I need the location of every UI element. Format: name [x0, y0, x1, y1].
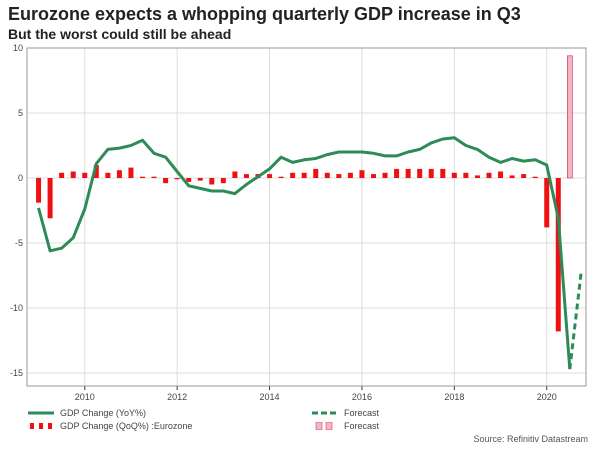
qoq-bar	[232, 171, 238, 178]
qoq-bar	[382, 172, 388, 178]
qoq-bar	[301, 172, 307, 178]
qoq-bar	[47, 178, 53, 219]
qoq-bar	[440, 168, 446, 178]
qoq-bar	[498, 171, 504, 178]
qoq-bar	[370, 174, 376, 178]
qoq-bar	[267, 174, 273, 178]
qoq-bar	[324, 172, 330, 178]
qoq-bar	[186, 178, 192, 182]
qoq-bar	[209, 178, 215, 185]
qoq-bar	[128, 167, 134, 178]
y-tick-label: -10	[10, 303, 23, 313]
qoq-bar	[36, 178, 42, 203]
qoq-bar	[174, 178, 180, 180]
y-tick-label: 10	[13, 43, 23, 53]
y-tick-label: 5	[18, 108, 23, 118]
qoq-bar	[151, 176, 157, 178]
x-tick-label: 2020	[537, 392, 557, 402]
qoq-bar	[220, 178, 226, 184]
qoq-bar	[70, 171, 76, 178]
line-layer	[37, 136, 583, 370]
qoq-bar	[336, 174, 342, 178]
forecast-bar	[567, 55, 573, 179]
grid-layer	[27, 47, 586, 386]
qoq-bar	[486, 172, 492, 178]
x-tick-label: 2016	[352, 392, 372, 402]
qoq-bar	[93, 165, 99, 178]
axis-layer: -15 -10 -5 0 5 10 2010 2012 2014 2016 2018 2020	[10, 43, 587, 402]
qoq-bar	[359, 170, 365, 178]
x-tick-label: 2014	[260, 392, 280, 402]
qoq-bar	[544, 178, 550, 228]
qoq-bar	[197, 178, 203, 181]
chart-subtitle: But the worst could still be ahead	[8, 26, 232, 42]
y-tick-label: -5	[15, 238, 23, 248]
qoq-bar	[555, 178, 561, 332]
qoq-bar	[243, 174, 249, 178]
qoq-bar	[428, 168, 434, 178]
qoq-bar	[521, 174, 527, 178]
qoq-bar	[417, 168, 423, 178]
qoq-bar	[163, 178, 169, 184]
qoq-bar	[105, 172, 111, 178]
qoq-bar	[139, 176, 145, 178]
x-tick-label: 2010	[75, 392, 95, 402]
x-tick-label: 2018	[444, 392, 464, 402]
y-tick-label: 0	[18, 173, 23, 183]
qoq-bar	[405, 168, 411, 178]
y-tick-label: -15	[10, 368, 23, 378]
qoq-bar	[82, 172, 88, 178]
qoq-bar	[451, 172, 457, 178]
plot-frame	[26, 47, 587, 387]
bar-layer	[36, 55, 573, 332]
forecast-line	[568, 270, 583, 370]
qoq-bar	[59, 172, 65, 178]
qoq-bar	[313, 168, 319, 178]
qoq-bar	[116, 170, 122, 178]
qoq-bar	[532, 176, 538, 178]
qoq-bar	[290, 172, 296, 178]
qoq-bar	[347, 172, 353, 178]
source-note: Source: Refinitiv Datastream	[473, 434, 588, 444]
qoq-bar	[509, 175, 515, 178]
qoq-bar	[394, 168, 400, 178]
x-tick-label: 2012	[167, 392, 187, 402]
qoq-bar	[463, 172, 469, 178]
yoy-line	[37, 136, 572, 370]
qoq-bar	[278, 176, 284, 178]
chart-title: Eurozone expects a whopping quarterly GD…	[8, 4, 521, 24]
qoq-bar	[474, 175, 480, 178]
